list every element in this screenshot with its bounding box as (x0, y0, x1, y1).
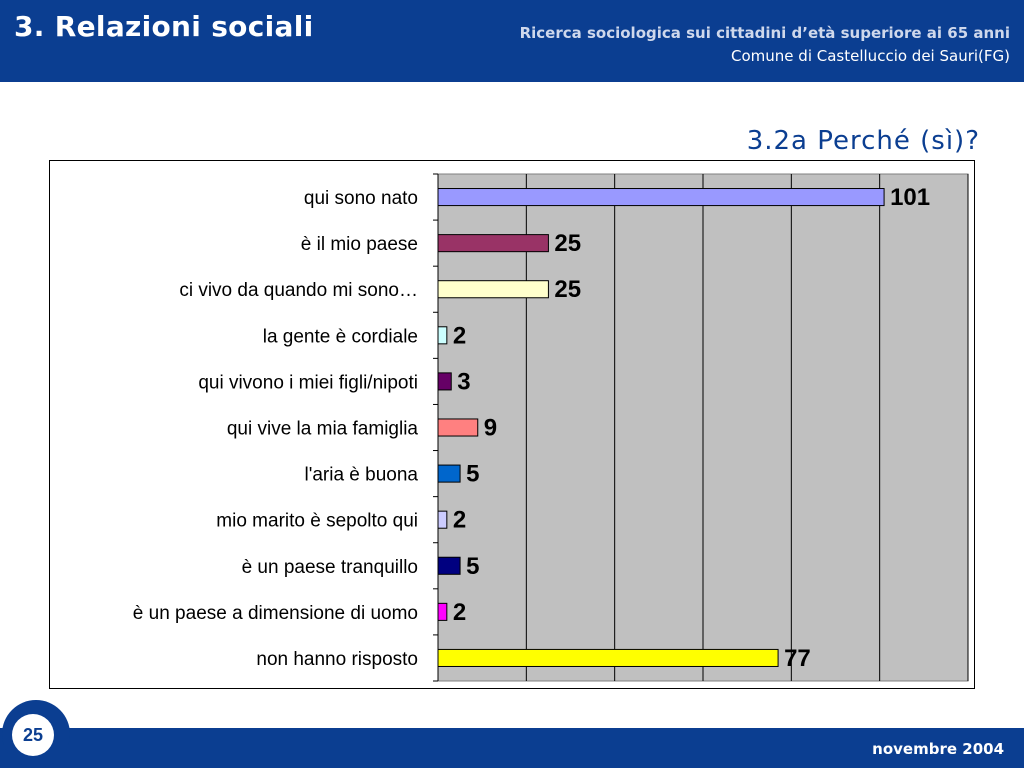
data-label: 25 (554, 276, 581, 303)
data-label: 25 (554, 230, 581, 257)
bar (437, 556, 461, 575)
category-label: qui vive la mia famiglia (227, 419, 419, 440)
data-label: 2 (453, 507, 466, 534)
footer-bar: novembre 2004 (0, 728, 1024, 768)
bar (437, 234, 549, 253)
category-label: è il mio paese (301, 234, 418, 255)
bar (437, 280, 549, 299)
bar (437, 648, 779, 667)
bar (437, 188, 885, 207)
header-bar: 3. Relazioni sociali Ricerca sociologica… (0, 0, 1024, 82)
bar (437, 510, 448, 529)
header-subtitle-line2: Comune di Castelluccio dei Sauri(FG) (731, 47, 1010, 65)
header-subtitle: Ricerca sociologica sui cittadini d’età … (520, 22, 1010, 68)
bar (437, 602, 448, 621)
category-label: qui sono nato (304, 188, 418, 209)
chart-container: qui sono nato 101 è il mio paese 25 ci vivo … (49, 160, 975, 689)
data-label: 2 (453, 599, 466, 626)
category-label: non hanno risposto (256, 649, 418, 670)
bar (437, 326, 448, 345)
bar (437, 372, 452, 391)
category-label: ci vivo da quando mi sono… (179, 280, 418, 301)
section-title: 3. Relazioni sociali (14, 10, 314, 43)
data-label: 77 (784, 645, 811, 672)
category-label: la gente è cordiale (263, 326, 418, 347)
header-subtitle-line1: Ricerca sociologica sui cittadini d’età … (519, 24, 1010, 42)
data-label: 3 (457, 368, 470, 395)
data-label: 5 (466, 461, 479, 488)
data-label: 2 (453, 322, 466, 349)
page-number: 25 (12, 714, 54, 756)
category-label: è un paese tranquillo (242, 557, 418, 578)
bar (437, 418, 479, 437)
data-label: 9 (484, 415, 497, 442)
footer-date: novembre 2004 (872, 740, 1004, 758)
category-label: è un paese a dimensione di uomo (133, 603, 418, 624)
data-label: 101 (890, 184, 930, 211)
data-label: 5 (466, 553, 479, 580)
bar (437, 464, 461, 483)
slide-title: 3.2a Perché (sì)? (746, 126, 980, 156)
category-label: l'aria è buona (305, 465, 419, 486)
category-label: mio marito è sepolto qui (216, 511, 418, 532)
category-label: qui vivono i miei figli/nipoti (198, 372, 418, 393)
